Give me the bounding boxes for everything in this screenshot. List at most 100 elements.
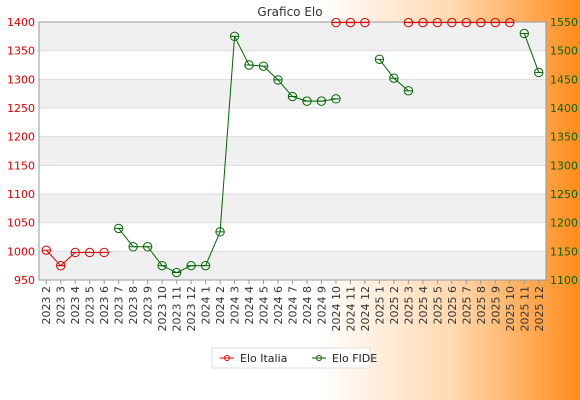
data-point <box>316 96 327 106</box>
data-point <box>389 73 399 83</box>
series-line-segment <box>277 79 293 97</box>
x-tick-label: 2024 6 <box>272 286 285 325</box>
y-left-tick-label: 1200 <box>7 131 35 144</box>
data-point <box>258 61 269 71</box>
data-point <box>171 267 182 278</box>
data-point <box>403 17 414 28</box>
series-line-segment <box>45 249 62 267</box>
x-tick-label: 2024 10 <box>330 286 343 332</box>
series-line-segment <box>118 228 134 248</box>
series-line-segment <box>60 252 76 267</box>
x-tick-label: 2024 8 <box>301 286 314 325</box>
x-tick-label: 2023 8 <box>127 286 140 325</box>
series-line-segment <box>523 33 540 73</box>
x-tick-label: 2025 9 <box>489 286 502 325</box>
x-tick-label: 2023 3 <box>55 286 68 325</box>
x-tick-label: 2025 7 <box>460 286 473 325</box>
y-right-tick-label: 1350 <box>550 131 578 144</box>
series-elo-fide <box>113 28 544 278</box>
data-point <box>360 17 370 28</box>
x-tick-label: 2025 6 <box>446 286 459 325</box>
y-right-tick-label: 1300 <box>550 159 578 172</box>
series-elo-italia <box>41 17 515 271</box>
y-left-tick-label: 1150 <box>7 159 35 172</box>
y-right-tick-label: 1150 <box>550 245 578 258</box>
y-right-tick-label: 1400 <box>550 102 578 115</box>
data-point <box>99 247 109 258</box>
legend-label: Elo Italia <box>240 352 287 365</box>
y-right-tick-label: 1200 <box>550 217 578 230</box>
data-point <box>302 96 312 106</box>
grid-band <box>39 251 546 280</box>
y-left-tick-label: 1400 <box>7 16 35 29</box>
y-left-tick-label: 950 <box>14 274 35 287</box>
y-left-tick-label: 1100 <box>7 188 35 201</box>
data-point <box>244 60 254 70</box>
x-tick-label: 2025 11 <box>518 286 531 332</box>
series-line-segment <box>219 36 236 232</box>
x-tick-label: 2024 2 <box>214 286 227 325</box>
data-point <box>505 17 515 28</box>
y-right-tick-label: 1100 <box>550 274 578 287</box>
data-point <box>476 17 486 28</box>
data-point <box>345 17 356 28</box>
x-tick-label: 2025 12 <box>533 286 546 332</box>
data-point <box>186 260 196 271</box>
y-left-tick-label: 1350 <box>7 45 35 58</box>
data-point <box>113 223 124 234</box>
data-point <box>273 75 283 85</box>
data-point <box>70 247 80 258</box>
x-tick-label: 2023 5 <box>84 286 97 325</box>
legend-swatch-marker <box>224 355 230 361</box>
x-tick-label: 2024 7 <box>287 286 300 325</box>
y-left-tick-label: 1250 <box>7 102 35 115</box>
data-point <box>432 17 443 28</box>
data-point <box>331 94 341 104</box>
y-left-tick-label: 1050 <box>7 217 35 230</box>
x-tick-label: 2025 8 <box>475 286 488 325</box>
legend: Elo Italia Elo FIDE <box>211 347 377 369</box>
data-point <box>200 260 211 271</box>
series-line-segment <box>205 231 221 266</box>
x-tick-label: 2025 10 <box>504 286 517 332</box>
x-tick-label: 2025 2 <box>388 286 401 325</box>
data-point <box>331 17 341 28</box>
x-tick-label: 2025 1 <box>373 286 386 325</box>
series-line-segment <box>292 96 308 102</box>
x-tick-label: 2023 7 <box>113 286 126 325</box>
x-tick-label: 2024 12 <box>359 286 372 332</box>
x-tick-label: 2023 10 <box>156 286 169 332</box>
data-point <box>128 242 138 252</box>
y-right-tick-label: 1500 <box>550 45 578 58</box>
legend-box <box>211 347 371 369</box>
x-tick-label: 2023 11 <box>171 286 184 332</box>
data-point <box>229 31 240 42</box>
data-point <box>41 245 51 255</box>
x-tick-label: 2025 3 <box>402 286 415 325</box>
data-point <box>215 227 225 237</box>
data-point <box>403 86 414 96</box>
data-point <box>519 28 529 39</box>
data-point <box>461 17 472 28</box>
legend-label: Elo FIDE <box>332 352 377 365</box>
x-tick-label: 2023 4 <box>69 286 82 325</box>
data-point <box>490 17 500 28</box>
x-tick-label: 2024 3 <box>229 286 242 325</box>
legend-swatch-marker <box>316 355 322 361</box>
y-left-tick-label: 1000 <box>7 245 35 258</box>
data-point <box>85 247 95 258</box>
x-tick-label: 2024 9 <box>315 286 328 325</box>
y-right-tick-label: 1250 <box>550 188 578 201</box>
series-line-segment <box>393 77 409 92</box>
grid-band <box>39 79 546 108</box>
series-line-segment <box>176 265 192 273</box>
x-tick-label: 2024 4 <box>243 286 256 325</box>
grid-band <box>39 22 546 51</box>
data-point <box>142 242 153 252</box>
x-tick-label: 2024 11 <box>344 286 357 332</box>
data-point <box>56 260 66 271</box>
data-point <box>374 54 385 64</box>
series-line-segment <box>263 65 279 81</box>
